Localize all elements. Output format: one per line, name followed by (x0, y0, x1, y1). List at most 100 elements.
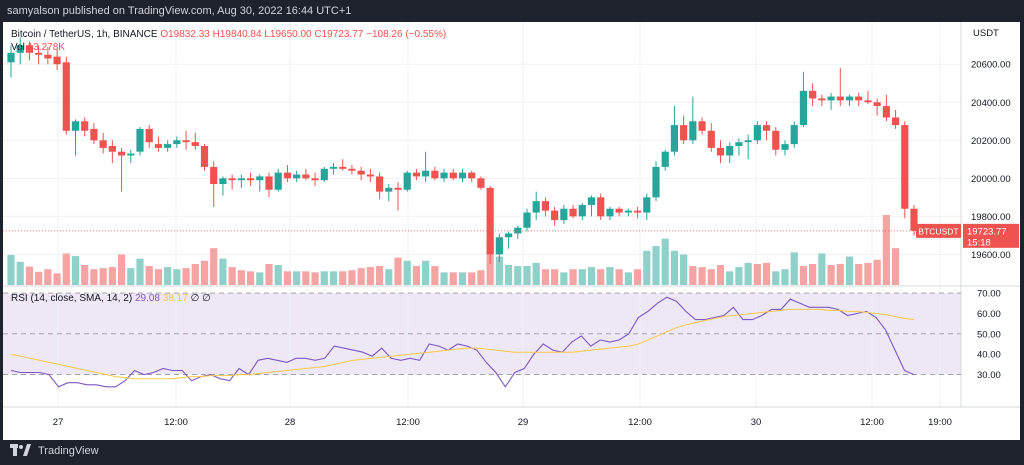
volume-bar (891, 248, 900, 285)
candle-body (735, 142, 743, 146)
candle-body (44, 54, 52, 59)
volume-bar (541, 269, 550, 285)
chart-area[interactable]: USDT 20600.00 20400.00 20200.00 20000.00 1980… (3, 22, 1020, 440)
volume-bar (210, 248, 218, 285)
volume-bar (293, 271, 301, 285)
volume-bar (597, 269, 605, 285)
rsi-legend[interactable]: RSI (14, close, SMA, 14, 2) 29.08 38.17 … (11, 293, 211, 304)
volume-bar (514, 266, 522, 285)
candle-body (689, 121, 697, 141)
candle-body (320, 168, 328, 181)
candle-body (643, 197, 651, 213)
volume-bar (569, 269, 577, 285)
symbol-legend[interactable]: Bitcoin / TetherUS, 1h, BINANCE O19832.3… (11, 29, 446, 40)
volume-bar (265, 263, 273, 285)
volume-bar (246, 271, 255, 285)
candle-body (7, 52, 15, 63)
volume-bar (403, 260, 411, 285)
rsi-extra-1: ∅ (190, 293, 200, 304)
candle-body (818, 98, 826, 101)
candle-body (633, 210, 642, 213)
candle-body (551, 210, 559, 221)
time-tick-label: 19:00 (928, 417, 952, 428)
volume-bar (449, 272, 457, 285)
candle-body (219, 178, 227, 185)
volume-bar (744, 262, 752, 285)
volume-bar (836, 263, 844, 285)
candle-body (228, 178, 236, 181)
candle-body (16, 45, 24, 53)
volume-legend[interactable]: Vol 13.278K (11, 42, 65, 53)
candle-body (449, 172, 457, 179)
volume-bar (71, 256, 80, 285)
volume-bar (845, 256, 854, 285)
candle-body (99, 140, 107, 148)
candle-body (182, 140, 190, 143)
volume-bar (320, 271, 328, 285)
candle-body (753, 125, 761, 141)
volume-bar (431, 266, 439, 285)
candle-body (283, 172, 292, 179)
volume-bar (689, 266, 697, 285)
candle-body (799, 90, 808, 126)
volume-bar (164, 267, 172, 285)
volume-bar (44, 269, 52, 285)
candle-body (560, 208, 568, 221)
volume-bar (855, 263, 863, 285)
candle-body (726, 145, 734, 156)
volume-bar (615, 269, 623, 285)
volume-bar (670, 250, 679, 285)
candle-body (615, 208, 623, 213)
candle-body (200, 145, 209, 167)
volume-bar (882, 215, 890, 285)
candle-body (698, 121, 706, 131)
candle-body (145, 128, 153, 143)
chart-svg[interactable]: USDT 20600.00 20400.00 20200.00 20000.00 1980… (3, 22, 1020, 440)
candle-body (597, 197, 605, 217)
candle-body (541, 201, 550, 211)
candle-body (578, 204, 586, 217)
volume-value: 13.278K (27, 42, 65, 53)
volume-bar (523, 266, 531, 285)
volume-bar (781, 269, 789, 285)
tradingview-brand[interactable]: TradingView (10, 444, 99, 457)
volume-bar (726, 271, 734, 285)
time-tick-label: 28 (285, 417, 296, 428)
price-tick-label: 20000.00 (971, 174, 1011, 185)
volume-bar (790, 252, 798, 285)
volume-bar (16, 261, 24, 285)
volume-bar (412, 266, 421, 285)
volume-bar (385, 269, 393, 285)
volume-bar (35, 271, 43, 285)
rsi-series-line-sma (10, 308, 915, 380)
volume-bar (99, 268, 107, 285)
candle-body (339, 166, 347, 169)
candle-body (348, 168, 356, 171)
candle-body (412, 172, 421, 177)
volume-bar (762, 262, 771, 285)
candle-body (35, 52, 43, 55)
candle-body (864, 100, 872, 103)
time-tick-label: 27 (53, 417, 64, 428)
rsi-value: 29.08 (134, 293, 160, 304)
ohlc-open: O19832.33 (160, 29, 210, 40)
volume-bar (624, 272, 632, 285)
candle-body (127, 153, 135, 156)
volume-bar (283, 271, 292, 285)
currency-label: USDT (973, 28, 999, 39)
volume-bar (348, 270, 356, 285)
candle-body (246, 178, 255, 181)
volume-bar (799, 266, 808, 285)
ohlc-change: −108.26 (−0.55%) (366, 29, 447, 40)
price-tick-label: 19800.00 (971, 212, 1011, 223)
volume-bar (458, 272, 467, 285)
price-tick-label: 20600.00 (971, 60, 1011, 71)
candle-body (53, 56, 61, 65)
volume-bar (477, 270, 485, 285)
volume-bar (127, 268, 135, 285)
candle-body (117, 151, 126, 156)
rsi-tick-label: 60.00 (977, 309, 1001, 320)
volume-bar (532, 262, 540, 285)
volume-bar (136, 258, 144, 285)
candle-body (716, 147, 725, 156)
